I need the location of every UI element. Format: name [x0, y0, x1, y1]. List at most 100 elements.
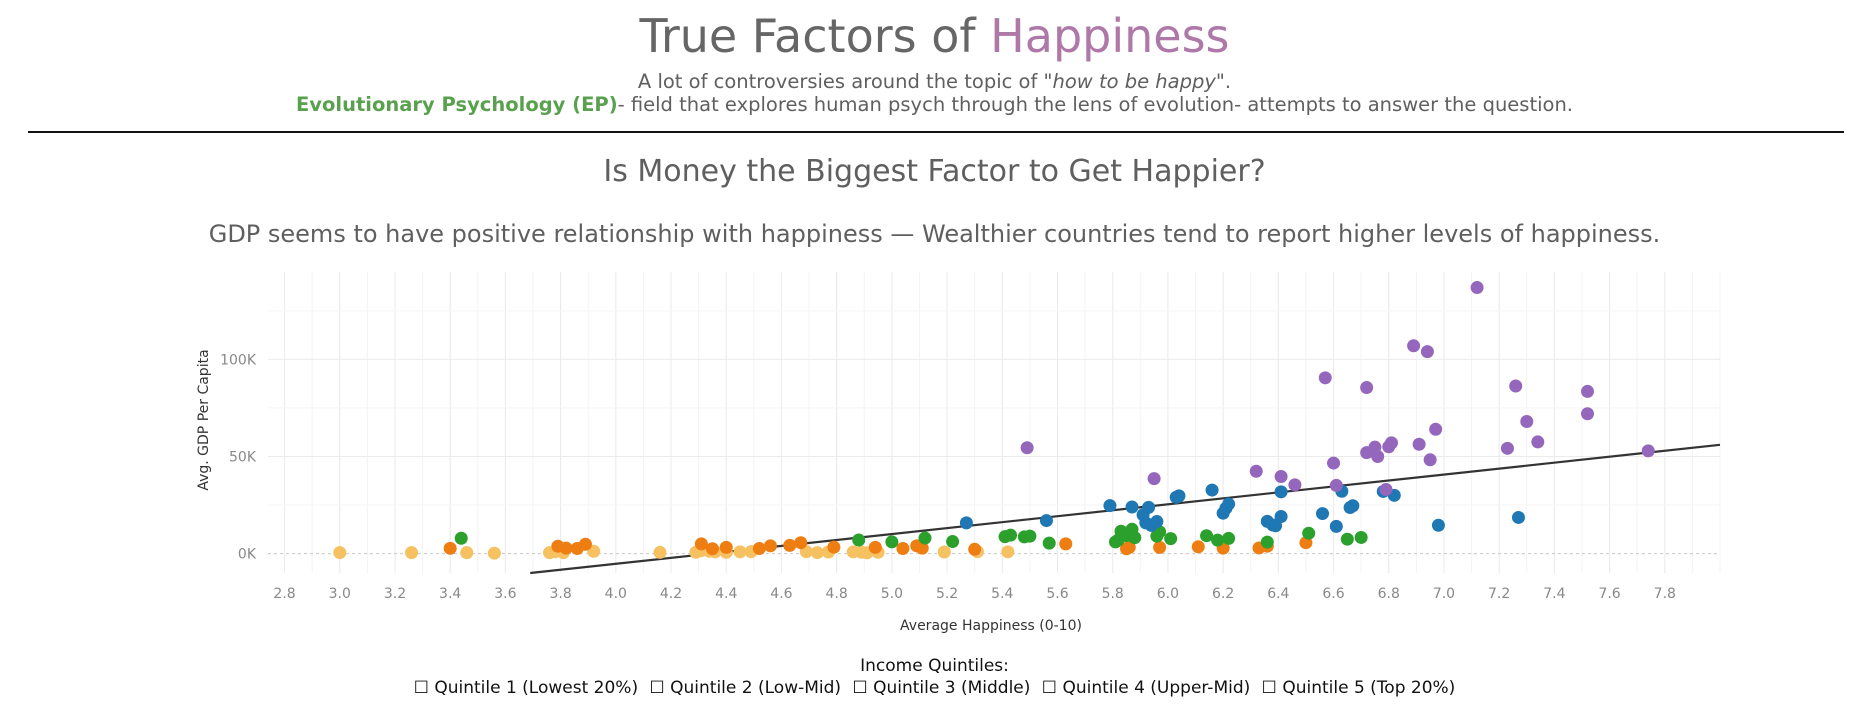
data-point-quintile-3[interactable]	[1128, 531, 1142, 545]
data-point-quintile-4[interactable]	[1142, 500, 1156, 514]
data-point-quintile-2[interactable]	[694, 537, 708, 551]
data-point-quintile-5[interactable]	[1641, 444, 1655, 458]
data-point-quintile-5[interactable]	[1420, 345, 1434, 359]
data-point-quintile-4[interactable]	[1125, 500, 1139, 514]
data-point-quintile-2[interactable]	[719, 540, 733, 554]
legend-item-quintile-4[interactable]: ☐ Quintile 4 (Upper-Mid)	[1041, 678, 1251, 698]
data-point-quintile-5[interactable]	[1327, 456, 1341, 470]
data-point-quintile-4[interactable]	[1150, 515, 1164, 529]
data-point-quintile-1[interactable]	[653, 545, 667, 559]
data-point-quintile-4[interactable]	[1431, 518, 1445, 532]
data-point-quintile-2[interactable]	[705, 542, 719, 556]
data-point-quintile-5[interactable]	[1407, 339, 1421, 353]
data-point-quintile-3[interactable]	[946, 535, 960, 549]
data-point-quintile-3[interactable]	[1042, 536, 1056, 550]
data-point-quintile-2[interactable]	[915, 541, 929, 555]
data-point-quintile-2[interactable]	[868, 540, 882, 554]
data-point-quintile-5[interactable]	[1500, 441, 1514, 455]
legend-item-quintile-2[interactable]: ☐ Quintile 2 (Low-Mid)	[649, 678, 842, 698]
data-point-quintile-5[interactable]	[1371, 449, 1385, 463]
data-point-quintile-3[interactable]	[1200, 529, 1214, 543]
data-point-quintile-4[interactable]	[1511, 510, 1525, 524]
legend-item-quintile-5[interactable]: ☐ Quintile 5 (Top 20%)	[1261, 678, 1456, 698]
data-point-quintile-5[interactable]	[1288, 478, 1302, 492]
x-tick-label: 7.2	[1488, 586, 1510, 602]
data-point-quintile-3[interactable]	[1222, 531, 1236, 545]
data-point-quintile-5[interactable]	[1423, 453, 1437, 467]
data-point-quintile-5[interactable]	[1318, 371, 1332, 385]
data-point-quintile-3[interactable]	[918, 531, 932, 545]
x-tick-label: 5.4	[991, 586, 1013, 602]
data-point-quintile-2[interactable]	[559, 541, 573, 555]
data-point-quintile-4[interactable]	[1274, 509, 1288, 523]
data-point-quintile-3[interactable]	[1211, 533, 1225, 547]
data-point-quintile-1[interactable]	[810, 546, 824, 560]
data-point-quintile-2[interactable]	[968, 542, 982, 556]
data-point-quintile-4[interactable]	[1205, 483, 1219, 497]
data-point-quintile-5[interactable]	[1580, 407, 1594, 421]
data-point-quintile-4[interactable]	[1346, 499, 1360, 513]
x-tick-label: 4.2	[660, 586, 682, 602]
data-point-quintile-1[interactable]	[1001, 545, 1015, 559]
data-point-quintile-4[interactable]	[1172, 489, 1186, 503]
data-point-quintile-5[interactable]	[1520, 415, 1534, 429]
data-point-quintile-2[interactable]	[752, 542, 766, 556]
data-point-quintile-3[interactable]	[1004, 528, 1018, 542]
data-point-quintile-3[interactable]	[1302, 526, 1316, 540]
data-point-quintile-3[interactable]	[1340, 532, 1354, 546]
data-point-quintile-4[interactable]	[1103, 499, 1117, 513]
data-point-quintile-4[interactable]	[1222, 497, 1236, 511]
data-point-quintile-5[interactable]	[1147, 472, 1161, 486]
data-point-quintile-5[interactable]	[1249, 464, 1263, 478]
data-point-quintile-3[interactable]	[1354, 530, 1368, 544]
data-point-quintile-3[interactable]	[1023, 529, 1037, 543]
page-title-accent: Happiness	[990, 9, 1230, 63]
x-tick-label: 6.6	[1322, 586, 1344, 602]
data-point-quintile-4[interactable]	[1274, 485, 1288, 499]
data-point-quintile-2[interactable]	[1059, 537, 1073, 551]
x-tick-label: 6.8	[1378, 586, 1400, 602]
data-point-quintile-5[interactable]	[1020, 441, 1034, 455]
data-point-quintile-3[interactable]	[1164, 532, 1178, 546]
data-point-quintile-5[interactable]	[1470, 281, 1484, 295]
data-point-quintile-3[interactable]	[852, 533, 866, 547]
data-point-quintile-2[interactable]	[896, 542, 910, 556]
data-point-quintile-1[interactable]	[937, 545, 951, 559]
intro-line-1: A lot of controversies around the topic …	[0, 70, 1869, 94]
legend-item-quintile-1[interactable]: ☐ Quintile 1 (Lowest 20%)	[413, 678, 639, 698]
ep-highlight: Evolutionary Psychology (EP)	[295, 93, 618, 116]
data-point-quintile-1[interactable]	[405, 546, 419, 560]
data-point-quintile-2[interactable]	[763, 539, 777, 553]
data-point-quintile-5[interactable]	[1274, 469, 1288, 483]
data-point-quintile-5[interactable]	[1531, 435, 1545, 449]
data-point-quintile-5[interactable]	[1360, 381, 1374, 395]
data-point-quintile-5[interactable]	[1429, 422, 1443, 436]
data-point-quintile-2[interactable]	[783, 538, 797, 552]
data-point-quintile-3[interactable]	[454, 531, 468, 545]
data-point-quintile-1[interactable]	[487, 546, 501, 560]
data-point-quintile-5[interactable]	[1412, 437, 1426, 451]
data-point-quintile-4[interactable]	[959, 516, 973, 530]
data-point-quintile-2[interactable]	[794, 536, 808, 550]
data-point-quintile-5[interactable]	[1580, 384, 1594, 398]
data-point-quintile-4[interactable]	[1329, 519, 1343, 533]
data-point-quintile-2[interactable]	[1153, 540, 1167, 554]
data-point-quintile-2[interactable]	[1122, 540, 1136, 554]
data-point-quintile-1[interactable]	[733, 545, 747, 559]
data-point-quintile-5[interactable]	[1379, 482, 1393, 496]
data-point-quintile-5[interactable]	[1329, 478, 1343, 492]
data-point-quintile-2[interactable]	[827, 540, 841, 554]
data-point-quintile-2[interactable]	[443, 541, 457, 555]
data-point-quintile-2[interactable]	[578, 537, 592, 551]
data-point-quintile-1[interactable]	[460, 546, 474, 560]
data-point-quintile-2[interactable]	[1191, 540, 1205, 554]
data-point-quintile-5[interactable]	[1509, 379, 1523, 393]
data-point-quintile-3[interactable]	[885, 535, 899, 549]
data-point-quintile-4[interactable]	[1039, 514, 1053, 528]
data-point-quintile-5[interactable]	[1385, 436, 1399, 450]
data-point-quintile-4[interactable]	[1315, 507, 1329, 521]
data-point-quintile-3[interactable]	[1260, 535, 1274, 549]
legend-item-quintile-3[interactable]: ☐ Quintile 3 (Middle)	[852, 678, 1031, 698]
data-point-quintile-1[interactable]	[333, 546, 347, 560]
x-tick-label: 5.0	[881, 586, 903, 602]
